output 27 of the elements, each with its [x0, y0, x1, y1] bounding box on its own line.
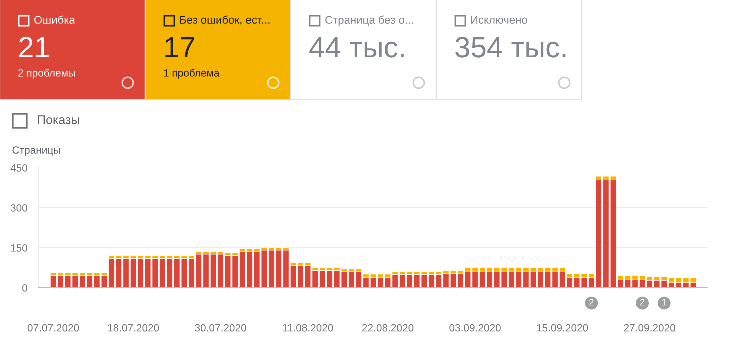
- y-tick-label: 0: [22, 284, 28, 292]
- y-tick-label: 450: [10, 164, 28, 172]
- x-tick-label: 22.08.2020: [362, 324, 414, 332]
- text: Показы: [38, 116, 80, 124]
- annotation: 2: [590, 299, 594, 306]
- text: 354 тыс.: [456, 37, 566, 58]
- y-tick-label: 150: [11, 244, 28, 252]
- text: Ошибка: [34, 16, 76, 24]
- x-tick-label: 18.07.2020: [108, 324, 160, 332]
- text: 1 проблема: [164, 69, 220, 79]
- text: Без ошибок, ест...: [180, 16, 270, 26]
- text: 44 тыс.: [310, 37, 404, 58]
- x-tick-label: 30.07.2020: [195, 324, 246, 332]
- text: 2 проблемы: [18, 69, 76, 79]
- text: Страница без о...: [326, 16, 414, 26]
- x-tick-label: 27.09.2020: [624, 324, 676, 332]
- x-tick-label: 07.07.2020: [28, 324, 80, 332]
- text: 17: [166, 37, 194, 58]
- text: Исключено: [471, 16, 528, 24]
- x-tick-label: 15.09.2020: [537, 324, 588, 332]
- text: 21: [19, 37, 50, 58]
- x-tick-label: 11.08.2020: [283, 324, 334, 332]
- annotation: 2: [640, 299, 645, 306]
- annotation: 1: [662, 299, 666, 306]
- y-axis-title: Страницы: [12, 146, 60, 156]
- y-tick-label: 300: [10, 204, 28, 212]
- x-tick-label: 03.09.2020: [450, 324, 501, 332]
